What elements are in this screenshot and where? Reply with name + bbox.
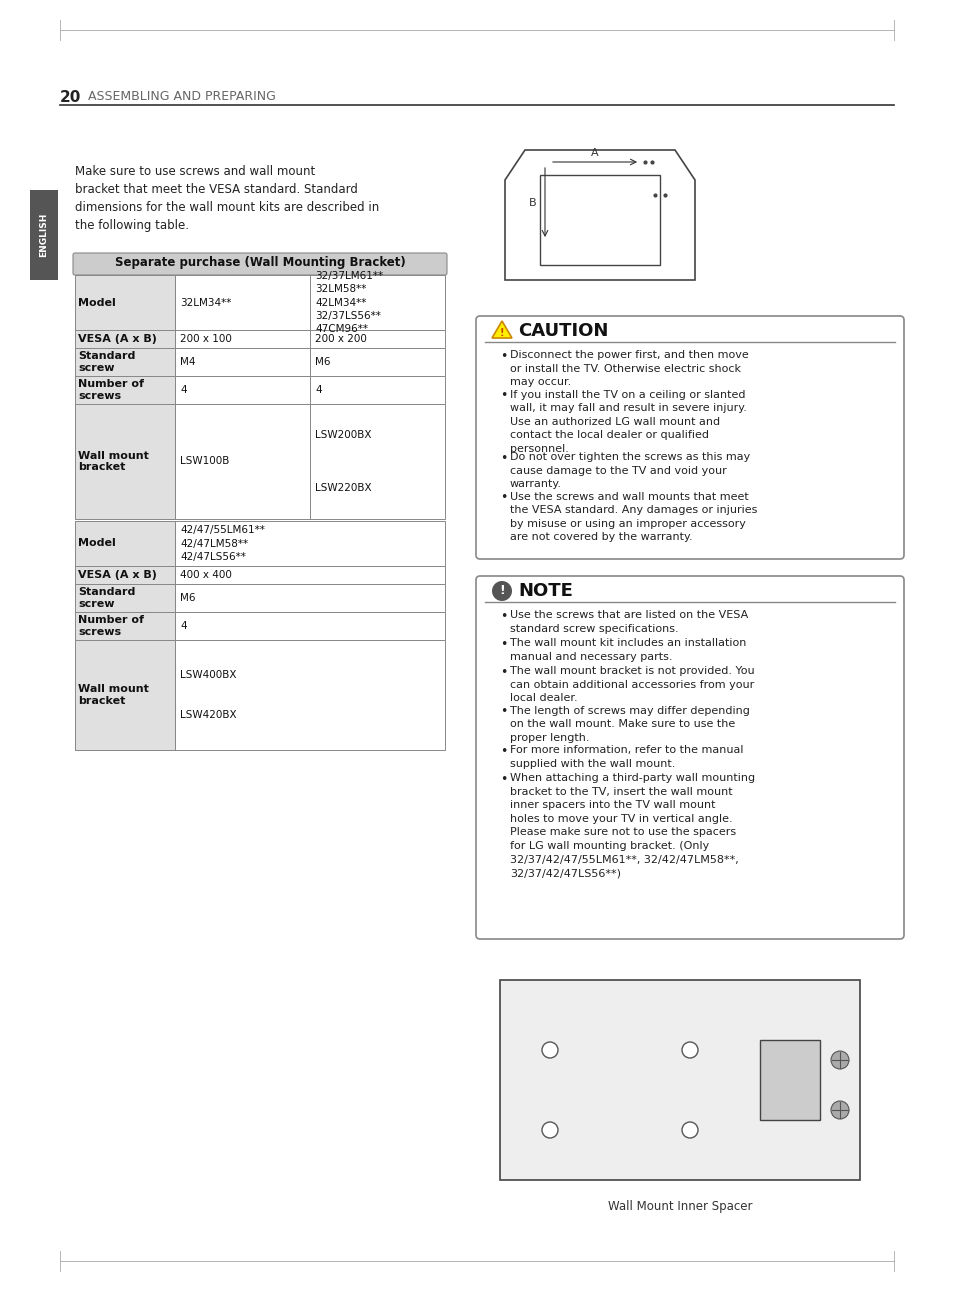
Text: The wall mount kit includes an installation
manual and necessary parts.: The wall mount kit includes an installat…	[510, 638, 745, 661]
Text: 400 x 400: 400 x 400	[180, 571, 232, 580]
Text: •: •	[499, 611, 507, 624]
Text: •: •	[499, 350, 507, 363]
Text: Separate purchase (Wall Mounting Bracket): Separate purchase (Wall Mounting Bracket…	[114, 256, 405, 269]
Text: ENGLISH: ENGLISH	[39, 213, 49, 257]
Bar	[75, 275, 444, 330]
Text: The wall mount bracket is not provided. You
can obtain additional accessories fr: The wall mount bracket is not provided. …	[510, 666, 754, 704]
Text: VESA (A x B): VESA (A x B)	[78, 334, 156, 343]
Bar	[760, 1041, 820, 1121]
Bar	[75, 349, 174, 376]
Circle shape	[681, 1122, 698, 1137]
Text: 20: 20	[60, 90, 81, 105]
Text: !: !	[499, 328, 504, 338]
Text: 4: 4	[180, 385, 187, 395]
Text: Wall mount
bracket: Wall mount bracket	[78, 684, 149, 706]
Text: Model: Model	[78, 538, 115, 549]
Text: •: •	[499, 452, 507, 465]
Text: •: •	[499, 390, 507, 403]
Bar	[75, 584, 444, 612]
Bar	[75, 404, 174, 519]
Text: The length of screws may differ depending
on the wall mount. Make sure to use th: The length of screws may differ dependin…	[510, 705, 749, 742]
Text: 42/47/55LM61**
42/47LM58**
42/47LS56**: 42/47/55LM61** 42/47LM58** 42/47LS56**	[180, 525, 265, 562]
Bar	[75, 376, 444, 404]
Text: A: A	[591, 148, 598, 158]
Text: B: B	[529, 198, 537, 208]
Circle shape	[830, 1051, 848, 1069]
Circle shape	[541, 1122, 558, 1137]
Circle shape	[492, 581, 512, 602]
Polygon shape	[492, 321, 512, 338]
Bar	[75, 640, 444, 750]
Text: NOTE: NOTE	[517, 582, 572, 600]
Bar	[75, 565, 174, 584]
Text: If you install the TV on a ceiling or slanted
wall, it may fall and result in se: If you install the TV on a ceiling or sl…	[510, 390, 746, 454]
Text: Wall Mount Inner Spacer: Wall Mount Inner Spacer	[607, 1201, 752, 1214]
Bar	[75, 522, 174, 565]
Text: •: •	[499, 745, 507, 758]
Text: •: •	[499, 492, 507, 505]
Bar	[75, 330, 444, 349]
FancyBboxPatch shape	[476, 316, 903, 559]
Bar	[75, 275, 174, 330]
Text: •: •	[499, 773, 507, 786]
Bar	[75, 349, 444, 376]
Text: Number of
screws: Number of screws	[78, 380, 144, 400]
Bar	[75, 376, 174, 404]
Text: 200 x 200: 200 x 200	[314, 334, 367, 343]
Bar	[75, 404, 444, 519]
Text: 4: 4	[314, 385, 321, 395]
Text: VESA (A x B): VESA (A x B)	[78, 571, 156, 580]
Polygon shape	[504, 150, 695, 280]
Circle shape	[541, 1042, 558, 1059]
Text: 200 x 100: 200 x 100	[180, 334, 232, 343]
Text: M6: M6	[314, 358, 330, 367]
Text: LSW400BX


LSW420BX: LSW400BX LSW420BX	[180, 670, 236, 720]
Text: •: •	[499, 666, 507, 679]
Text: M4: M4	[180, 358, 195, 367]
Text: Use the screws and wall mounts that meet
the VESA standard. Any damages or injur: Use the screws and wall mounts that meet…	[510, 492, 757, 542]
Bar	[75, 522, 444, 565]
Text: •: •	[499, 705, 507, 719]
Text: Standard
screw: Standard screw	[78, 351, 135, 373]
Text: CAUTION: CAUTION	[517, 321, 608, 340]
Text: When attaching a third-party wall mounting
bracket to the TV, insert the wall mo: When attaching a third-party wall mounti…	[510, 773, 755, 878]
Text: 32LM34**: 32LM34**	[180, 297, 232, 307]
Text: Standard
screw: Standard screw	[78, 587, 135, 609]
Bar	[75, 612, 444, 640]
Text: Make sure to use screws and wall mount
bracket that meet the VESA standard. Stan: Make sure to use screws and wall mount b…	[75, 165, 379, 232]
Circle shape	[830, 1101, 848, 1119]
FancyBboxPatch shape	[476, 576, 903, 939]
Text: Number of
screws: Number of screws	[78, 616, 144, 636]
Bar	[499, 980, 859, 1180]
Bar	[75, 640, 174, 750]
FancyBboxPatch shape	[30, 190, 58, 280]
Text: Disconnect the power first, and then move
or install the TV. Otherwise electric : Disconnect the power first, and then mov…	[510, 350, 748, 387]
Text: Wall mount
bracket: Wall mount bracket	[78, 451, 149, 473]
Text: Use the screws that are listed on the VESA
standard screw specifications.: Use the screws that are listed on the VE…	[510, 611, 747, 634]
Text: Do not over tighten the screws as this may
cause damage to the TV and void your
: Do not over tighten the screws as this m…	[510, 452, 749, 489]
Bar	[539, 176, 659, 265]
Bar	[75, 330, 174, 349]
Bar	[75, 584, 174, 612]
Text: !: !	[498, 585, 504, 598]
Text: 4: 4	[180, 621, 187, 631]
Bar	[75, 565, 444, 584]
Text: 32/37LM61**
32LM58**
42LM34**
32/37LS56**
47CM96**: 32/37LM61** 32LM58** 42LM34** 32/37LS56*…	[314, 271, 383, 334]
Bar	[75, 612, 174, 640]
Text: LSW100B: LSW100B	[180, 457, 229, 466]
Text: For more information, refer to the manual
supplied with the wall mount.: For more information, refer to the manua…	[510, 745, 742, 768]
FancyBboxPatch shape	[73, 253, 447, 275]
Circle shape	[681, 1042, 698, 1059]
Text: Model: Model	[78, 297, 115, 307]
Text: ASSEMBLING AND PREPARING: ASSEMBLING AND PREPARING	[88, 90, 275, 103]
Text: LSW200BX



LSW220BX: LSW200BX LSW220BX	[314, 430, 372, 493]
Text: M6: M6	[180, 593, 195, 603]
Text: •: •	[499, 638, 507, 651]
